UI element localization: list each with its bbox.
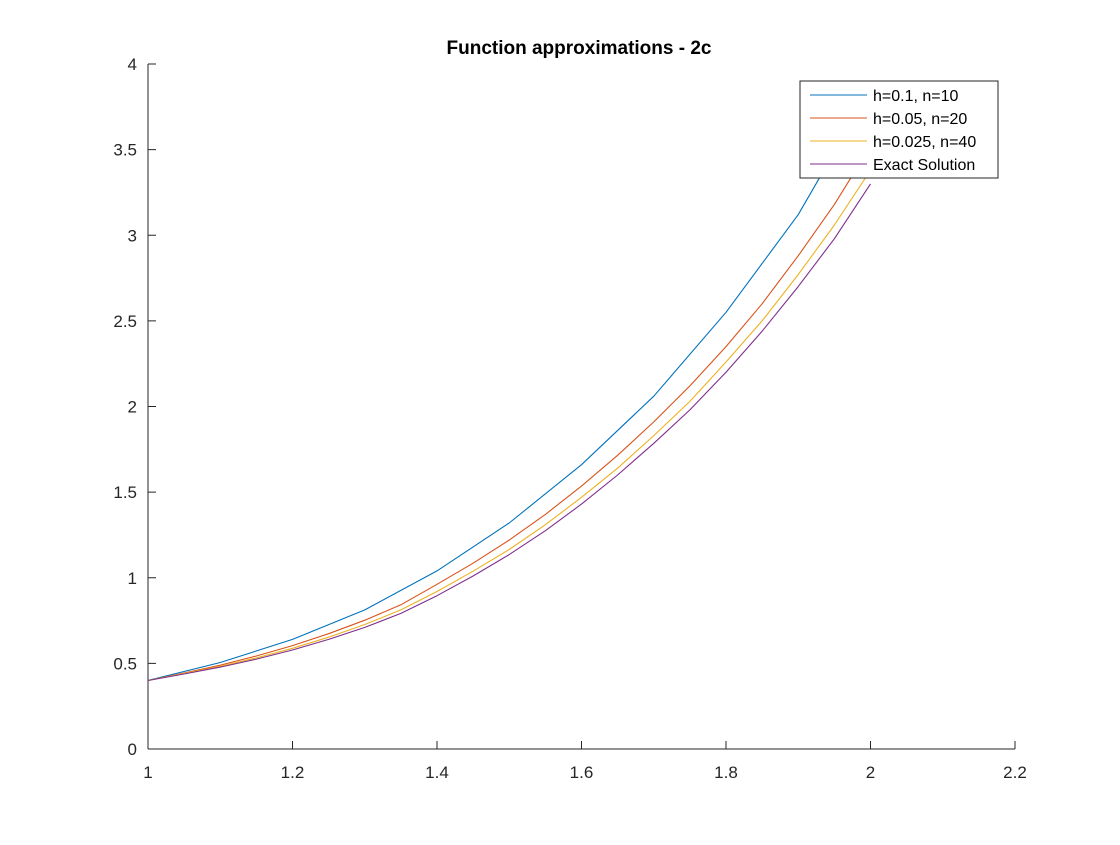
chart-title: Function approximations - 2c bbox=[447, 38, 712, 59]
x-tick-label: 1 bbox=[143, 763, 152, 782]
x-tick-label: 1.8 bbox=[714, 763, 738, 782]
series-line-3 bbox=[148, 169, 871, 682]
x-tick-label: 2.2 bbox=[1003, 763, 1027, 782]
y-tick-label: 2 bbox=[128, 398, 137, 417]
y-tick-label: 1 bbox=[128, 569, 137, 588]
legend-entries: h=0.1, n=10 h=0.05, n=20 h=0.025, n=40 Exac… bbox=[810, 88, 976, 174]
x-tick-label: 1.6 bbox=[570, 763, 594, 782]
legend-label: Exact Solution bbox=[873, 157, 975, 174]
x-tick-label: 1.4 bbox=[425, 763, 449, 782]
y-tick-label: 0 bbox=[128, 740, 137, 759]
y-tick-label: 4 bbox=[128, 55, 137, 74]
series-line-4 bbox=[148, 183, 871, 682]
legend-label: h=0.05, n=20 bbox=[873, 111, 967, 128]
y-tick-label: 2.5 bbox=[113, 312, 137, 331]
legend-label: h=0.1, n=10 bbox=[873, 88, 959, 105]
y-tick-label: 3.5 bbox=[113, 141, 137, 160]
y-tick-label: 0.5 bbox=[113, 654, 137, 673]
legend-label: h=0.025, n=40 bbox=[873, 134, 976, 151]
x-tick-label: 2 bbox=[866, 763, 875, 782]
series-line-2 bbox=[148, 145, 871, 682]
y-tick-label: 3 bbox=[128, 226, 137, 245]
series-line-1 bbox=[148, 89, 871, 682]
legend-box bbox=[799, 80, 999, 179]
series-lines bbox=[148, 89, 871, 682]
y-tick-label: 1.5 bbox=[113, 483, 137, 502]
legend[interactable]: h=0.1, n=10 h=0.05, n=20 h=0.025, n=40 Exac… bbox=[799, 80, 999, 179]
axes: 1 1.2 1.4 1.6 1.8 2 2.2 0 0.5 1 1.5 2 2.5 3 3.5 4 bbox=[113, 55, 1026, 782]
x-tick-label: 1.2 bbox=[281, 763, 305, 782]
